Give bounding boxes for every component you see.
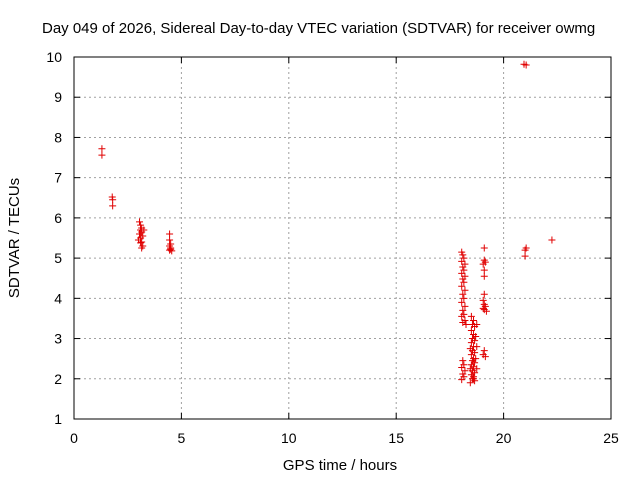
data-point <box>98 145 106 153</box>
data-point <box>168 247 176 255</box>
x-tick-label: 15 <box>388 430 404 446</box>
data-point <box>458 298 466 306</box>
data-point <box>521 252 529 260</box>
data-point <box>473 365 481 373</box>
y-tick-label: 4 <box>54 290 62 306</box>
data-point <box>458 312 466 320</box>
data-point <box>480 266 488 274</box>
data-point <box>466 379 474 387</box>
data-point <box>470 316 478 324</box>
data-point <box>470 375 478 383</box>
data-point <box>462 320 470 328</box>
y-tick-label: 1 <box>54 411 62 427</box>
x-tick-label: 20 <box>496 430 512 446</box>
x-tick-label: 25 <box>603 430 619 446</box>
data-point <box>458 376 466 384</box>
data-point <box>480 272 488 280</box>
y-tick-label: 3 <box>54 331 62 347</box>
data-point <box>458 364 466 372</box>
data-point <box>459 306 467 314</box>
data-point <box>459 357 467 365</box>
data-point <box>473 343 481 351</box>
data-point <box>480 244 488 252</box>
data-point <box>548 236 556 244</box>
data-point <box>166 236 174 244</box>
y-tick-label: 10 <box>46 49 62 65</box>
data-point <box>98 151 106 159</box>
data-point <box>109 196 117 204</box>
data-points <box>98 60 556 387</box>
x-tick-label: 5 <box>178 430 186 446</box>
data-point <box>109 202 117 210</box>
data-point <box>459 290 467 298</box>
data-point <box>467 351 475 359</box>
data-point <box>166 230 174 238</box>
y-tick-label: 5 <box>54 250 62 266</box>
y-tick-label: 8 <box>54 129 62 145</box>
data-point <box>467 339 475 347</box>
data-point <box>461 286 469 294</box>
data-point <box>522 61 530 69</box>
data-point <box>472 333 480 341</box>
data-point <box>459 275 467 283</box>
y-tick-label: 7 <box>54 170 62 186</box>
data-point <box>459 263 467 271</box>
data-point <box>467 327 475 335</box>
grid-lines <box>74 57 611 419</box>
x-tick-label: 10 <box>281 430 297 446</box>
data-point <box>472 355 480 363</box>
y-tick-label: 6 <box>54 210 62 226</box>
data-point <box>138 244 146 252</box>
data-point <box>467 312 475 320</box>
x-tick-label: 0 <box>70 430 78 446</box>
chart-title: Day 049 of 2026, Sidereal Day-to-day VTE… <box>42 20 595 37</box>
data-point <box>522 244 530 252</box>
data-point <box>167 245 175 253</box>
data-point <box>460 278 468 286</box>
data-point <box>140 226 148 234</box>
data-point <box>479 296 487 304</box>
data-point <box>460 294 468 302</box>
data-point <box>459 251 467 259</box>
data-point <box>479 260 487 268</box>
data-point <box>480 290 488 298</box>
y-tick-label: 2 <box>54 371 62 387</box>
plot-frame <box>73 56 612 420</box>
axis-ticks: 0 5 10 15 20 25 1 2 3 4 5 6 7 8 9 10 <box>46 49 619 446</box>
data-point <box>461 302 469 310</box>
data-point <box>473 320 481 328</box>
data-point <box>138 238 146 246</box>
y-tick-label: 9 <box>54 89 62 105</box>
y-axis-label: SDTVAR / TECUs <box>6 178 23 298</box>
data-point <box>482 307 490 315</box>
data-point <box>480 347 488 355</box>
data-point <box>481 353 489 361</box>
data-point <box>458 282 466 290</box>
x-axis-label: GPS time / hours <box>283 457 397 474</box>
data-point <box>136 218 144 226</box>
